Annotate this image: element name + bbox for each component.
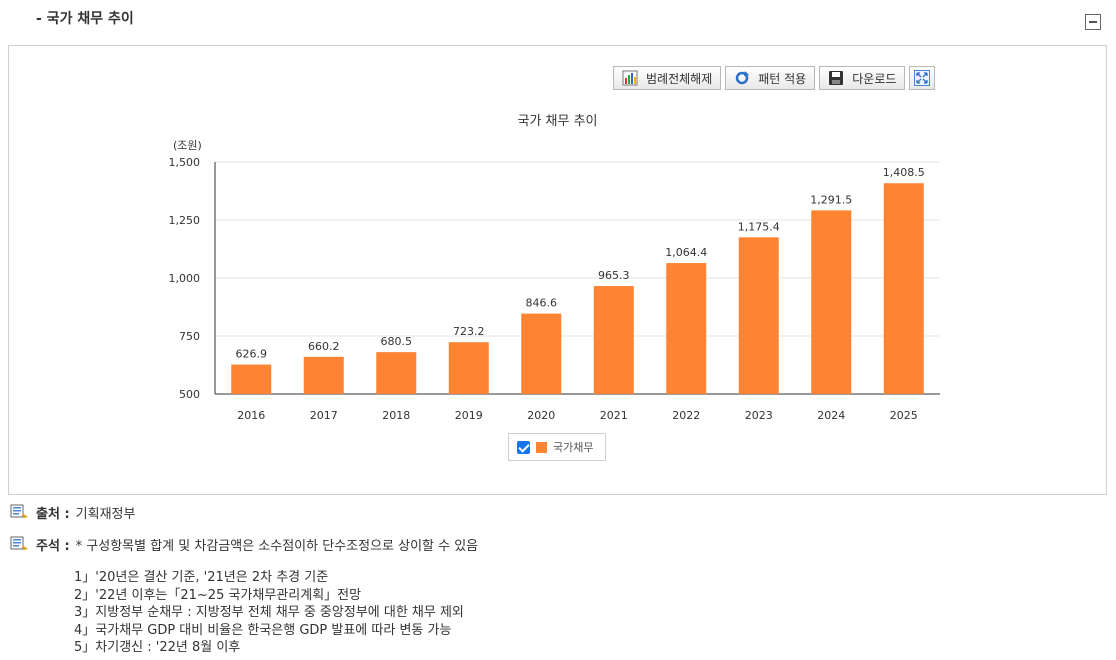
chart-legend: 국가채무 bbox=[508, 433, 606, 461]
bar-chart-icon bbox=[622, 70, 638, 86]
chart-toolbar: 범례전체해제 패턴 적용 다운로드 bbox=[613, 66, 936, 90]
chart-title: 국가 채무 추이 bbox=[517, 114, 598, 129]
legend-toggle-button[interactable]: 범례전체해제 bbox=[613, 66, 722, 90]
bar[interactable] bbox=[883, 183, 924, 394]
x-tick-label: 2019 bbox=[455, 409, 483, 422]
bar[interactable] bbox=[303, 356, 344, 394]
footnote-item: 2」'22년 이후는「21~25 국가채무관리계획」전망 bbox=[74, 587, 362, 603]
data-label: 626.9 bbox=[236, 348, 268, 361]
pattern-button[interactable]: 패턴 적용 bbox=[725, 66, 816, 90]
data-label: 680.5 bbox=[381, 335, 413, 348]
y-tick-label: 1,500 bbox=[169, 156, 201, 169]
x-tick-label: 2023 bbox=[745, 409, 773, 422]
remark-label: 주석 : bbox=[36, 539, 70, 554]
y-unit-label: (조원) bbox=[173, 139, 202, 152]
bar[interactable] bbox=[448, 342, 489, 394]
footnote-item: 5」차기갱신 : '22년 8월 이후 bbox=[74, 640, 241, 655]
bar[interactable] bbox=[376, 352, 417, 394]
x-tick-label: 2025 bbox=[890, 409, 918, 422]
y-tick-label: 1,250 bbox=[169, 214, 201, 227]
data-label: 1,408.5 bbox=[883, 166, 925, 179]
x-tick-label: 2016 bbox=[237, 409, 265, 422]
source-value: 기획재정부 bbox=[75, 507, 136, 522]
download-button[interactable]: 다운로드 bbox=[819, 66, 906, 90]
bar[interactable] bbox=[231, 364, 272, 394]
data-label: 1,175.4 bbox=[738, 220, 780, 233]
y-tick-label: 1,000 bbox=[169, 272, 201, 285]
data-label: 1,291.5 bbox=[810, 193, 852, 206]
source-row: 출처 : 기획재정부 bbox=[10, 503, 135, 522]
legend-toggle-label: 범례전체해제 bbox=[646, 71, 713, 86]
legend-label: 국가채무 bbox=[553, 441, 594, 454]
x-tick-label: 2017 bbox=[310, 409, 338, 422]
y-tick-label: 500 bbox=[179, 388, 200, 401]
data-label: 965.3 bbox=[598, 269, 630, 282]
x-tick-label: 2020 bbox=[527, 409, 555, 422]
x-tick-label: 2018 bbox=[382, 409, 410, 422]
footnotes: 1」'20년은 결산 기준, '21년은 2차 추경 기준 2」'22년 이후는… bbox=[74, 569, 464, 657]
data-label: 723.2 bbox=[453, 325, 485, 338]
remark-value: * 구성항목별 합계 및 차감금액은 소수점이하 단수조정으로 상이할 수 있음 bbox=[75, 539, 479, 554]
bar[interactable] bbox=[521, 313, 562, 394]
chart-panel bbox=[8, 45, 1107, 495]
x-tick-label: 2021 bbox=[600, 409, 628, 422]
fullscreen-button[interactable] bbox=[909, 66, 936, 90]
x-tick-label: 2024 bbox=[817, 409, 845, 422]
footnote-item: 4」국가채무 GDP 대비 비율은 한국은행 GDP 발표에 따라 변동 가능 bbox=[74, 622, 452, 638]
footnote-item: 3」지방정부 순채무 : 지방정부 전체 채무 중 중앙정부에 대한 채무 제외 bbox=[74, 605, 464, 620]
x-tick-label: 2022 bbox=[672, 409, 700, 422]
bar-chart: (조원) 500 750 1,000 1,250 1,500 626.9 2016 660.2… bbox=[169, 139, 940, 422]
y-tick-label: 750 bbox=[179, 330, 200, 343]
collapse-icon[interactable] bbox=[1085, 14, 1101, 30]
expand-icon bbox=[914, 70, 931, 86]
source-label: 출처 : bbox=[36, 507, 70, 522]
data-label: 660.2 bbox=[308, 340, 340, 353]
data-label: 846.6 bbox=[526, 297, 558, 310]
section-title: - 국가 채무 추이 bbox=[36, 11, 134, 27]
download-label: 다운로드 bbox=[852, 71, 897, 86]
data-label: 1,064.4 bbox=[665, 246, 707, 259]
pattern-label: 패턴 적용 bbox=[758, 71, 807, 86]
floppy-disk-icon bbox=[829, 71, 844, 85]
footnote-item: 1」'20년은 결산 기준, '21년은 2차 추경 기준 bbox=[74, 570, 329, 585]
bar[interactable] bbox=[811, 210, 852, 394]
refresh-icon bbox=[736, 71, 750, 85]
legend-checkbox[interactable] bbox=[517, 440, 530, 454]
book-icon bbox=[10, 536, 28, 550]
bar[interactable] bbox=[738, 237, 779, 394]
book-icon bbox=[10, 504, 28, 518]
legend-swatch bbox=[536, 441, 547, 453]
bar[interactable] bbox=[666, 263, 707, 394]
bar[interactable] bbox=[593, 286, 634, 394]
remark-row: 주석 : * 구성항목별 합계 및 차감금액은 소수점이하 단수조정으로 상이할… bbox=[10, 535, 478, 554]
